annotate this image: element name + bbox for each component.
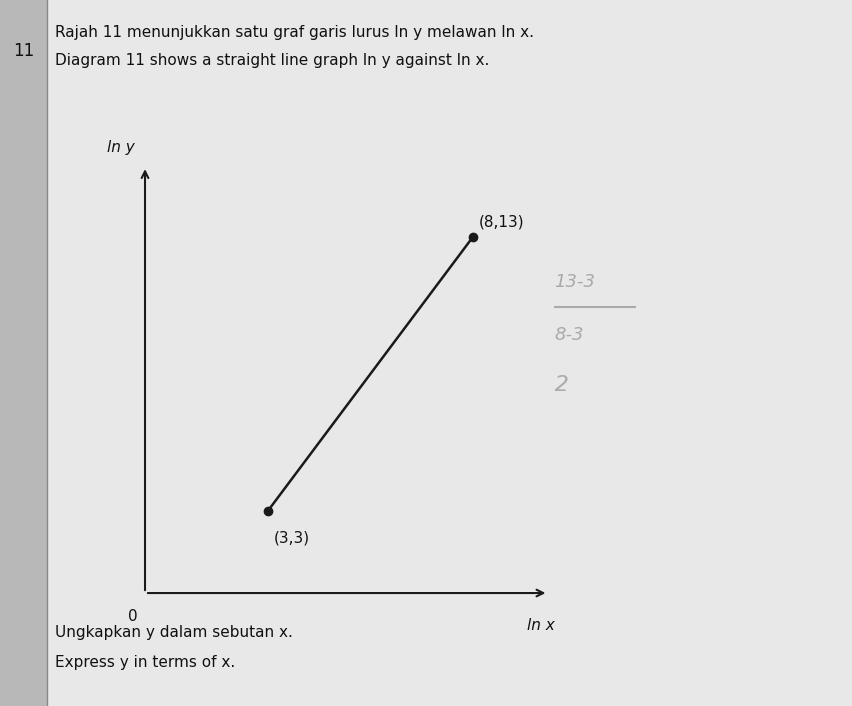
Text: 13-3: 13-3 [554, 273, 595, 292]
Text: Diagram 11 shows a straight line graph ln y against ln x.: Diagram 11 shows a straight line graph l… [55, 53, 489, 68]
Text: Ungkapkan y dalam sebutan x.: Ungkapkan y dalam sebutan x. [55, 625, 293, 640]
Text: ln y: ln y [106, 140, 134, 155]
Text: Rajah 11 menunjukkan satu graf garis lurus ln y melawan ln x.: Rajah 11 menunjukkan satu graf garis lur… [55, 25, 534, 40]
Text: (3,3): (3,3) [273, 530, 310, 545]
Text: = 2: = 2 [528, 375, 568, 395]
Text: m =: m = [498, 301, 533, 320]
Text: 8-3: 8-3 [554, 326, 584, 345]
Text: Express y in terms of x.: Express y in terms of x. [55, 655, 235, 670]
FancyBboxPatch shape [0, 0, 47, 706]
Text: (8,13): (8,13) [478, 214, 524, 229]
Text: 11: 11 [13, 42, 34, 60]
Text: 0: 0 [128, 609, 137, 624]
FancyBboxPatch shape [47, 0, 852, 706]
Text: ln x: ln x [526, 618, 554, 633]
